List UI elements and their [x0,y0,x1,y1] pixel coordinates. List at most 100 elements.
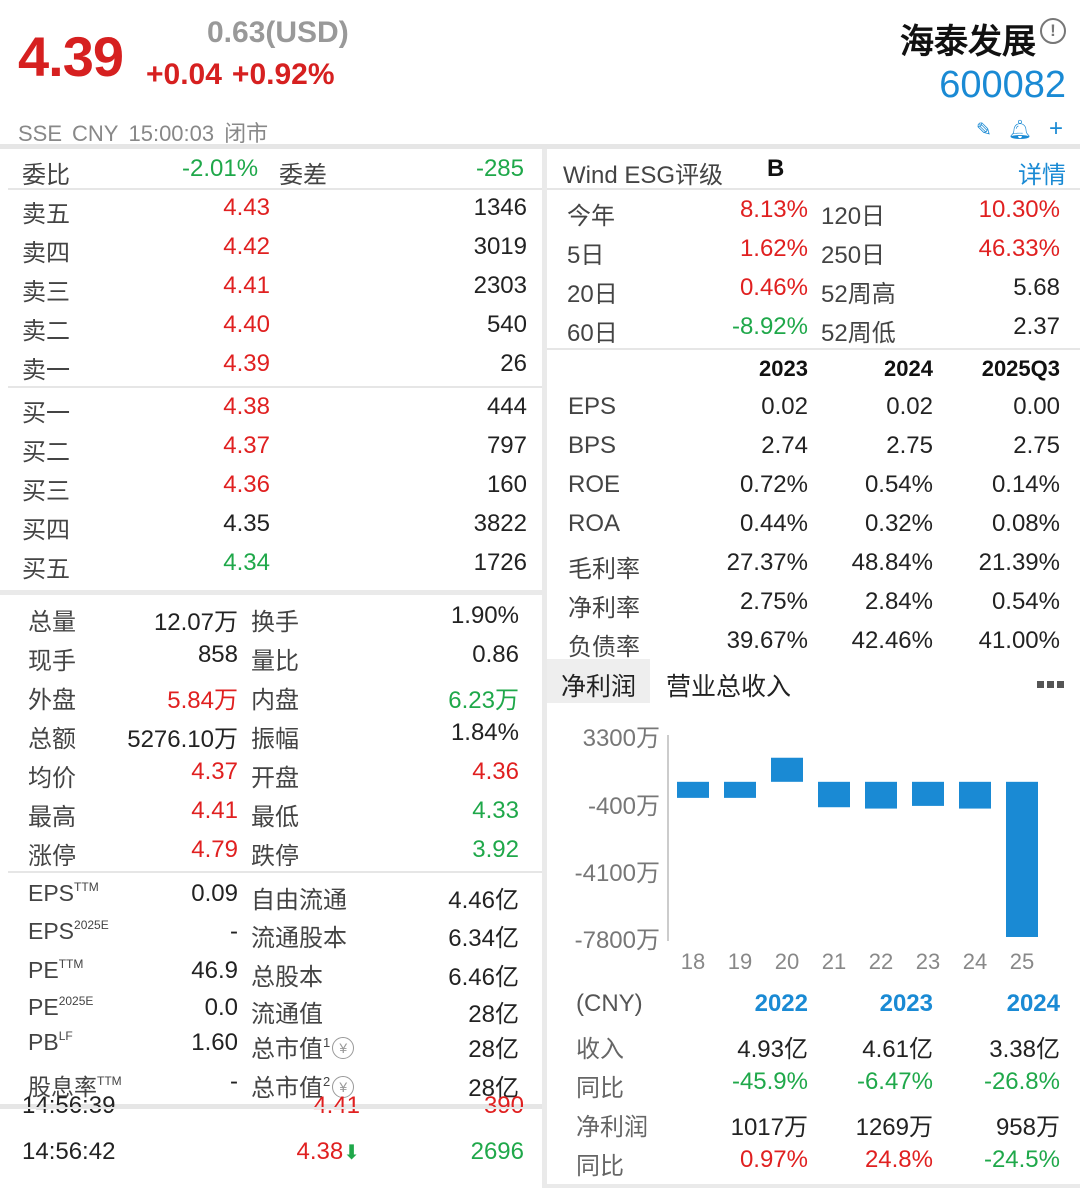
bid-volume: 1726 [473,549,527,576]
annual-value: 958万 [995,1114,1060,1141]
edit-icon[interactable]: ✎ [976,120,992,141]
annual-value: -6.47% [856,1068,933,1095]
stat-value: 4.33 [472,797,519,824]
bid-volume: 160 [486,471,527,498]
valuation-label-sup: TTM [97,1074,122,1088]
valuation-label-text: PE [28,994,59,1020]
valuation-label-text: 自由流通 [251,887,347,914]
ask-price: 4.40 [223,311,270,338]
bid-level-label: 买二 [22,439,70,466]
tab-net-profit[interactable]: 净利润 [547,659,650,703]
stat-value: 858 [197,641,238,668]
more-icon[interactable] [1034,675,1064,693]
arrow-down-icon: ⬇ [343,1142,360,1164]
fin-value: 21.39% [978,549,1060,576]
chart-bar[interactable] [771,757,803,782]
valuation-label-text: 总市值 [251,1036,323,1063]
valuation-label-text: 流通股本 [251,925,347,952]
stat-label: 振幅 [251,726,299,753]
return-label: 250日 [821,242,886,269]
annual-year-header: 2024 [1006,990,1060,1017]
fin-row-label: BPS [568,432,617,459]
yen-icon[interactable]: ¥ [332,1037,355,1059]
fin-value: 0.14% [991,471,1060,498]
change-amount: +0.04 [146,58,222,91]
divider [0,1104,542,1107]
return-value: 2.37 [1013,313,1060,340]
valuation-label: 总股本 [251,957,323,992]
valuation-label-sup: 2025E [58,994,94,1008]
valuation-label-sup: 2 [323,1074,331,1089]
stat-value: 4.41 [191,797,238,824]
ask-price: 4.39 [223,350,270,377]
ask-level-label: 卖五 [22,201,70,228]
stat-label: 总额 [28,726,76,753]
fin-row-label: ROA [568,510,621,537]
bid-price: 4.35 [223,510,270,537]
market-status: SSE CNY 15:00:03 闭市 [18,116,278,148]
stat-value: 1.84% [450,719,519,746]
stat-label: 量比 [251,648,299,675]
fin-value: 2.74 [761,432,808,459]
valuation-label: PE2025E [28,994,93,1021]
valuation-label-sup: 2025E [74,918,109,932]
divider [542,149,547,1188]
valuation-value: 0.0 [204,994,238,1021]
return-label: 20日 [567,281,618,308]
chart-bar[interactable] [1006,781,1038,937]
annual-value: 0.97% [739,1146,808,1173]
fin-value: 0.08% [991,510,1060,537]
annual-value: -26.8% [983,1068,1060,1095]
ask-volume: 2303 [473,272,527,299]
info-icon[interactable]: ! [1040,18,1066,44]
bell-icon[interactable]: 🔔︎ [1008,120,1033,141]
valuation-label: PBLF [28,1029,73,1056]
valuation-label: EPSTTM [28,880,99,907]
chart-bar[interactable] [959,781,991,809]
esg-detail-link[interactable]: 详情 [1018,162,1066,189]
quote-time: 15:00:03 [128,121,215,146]
valuation-label-sup: LF [58,1029,73,1043]
bid-level-label: 买四 [22,517,70,544]
esg-label: Wind ESG评级 [563,162,724,189]
chart-bar[interactable] [677,781,709,798]
tick-price: 4.38⬇ [297,1138,360,1166]
valuation-value: 4.46亿 [448,887,519,914]
fin-value: 0.32% [864,510,933,537]
stat-value: 5.84万 [167,687,238,714]
valuation-label: 股息率TTM [28,1068,122,1102]
y-tick-label: -4100万 [575,860,660,887]
order-diff-value: -285 [475,155,524,182]
chart-bar[interactable] [912,781,944,806]
tab-total-revenue[interactable]: 营业总收入 [666,673,792,701]
esg-grade: B [767,155,785,182]
ask-level-label: 卖二 [22,318,70,345]
currency: CNY [72,121,119,146]
fin-value: 41.00% [978,627,1060,654]
valuation-label-text: PE [28,957,59,983]
chart-bar[interactable] [724,781,756,798]
stat-label: 现手 [28,648,76,675]
annual-row-label: 收入 [576,1036,624,1063]
tick-price: 4.41 [313,1092,360,1120]
ask-volume: 540 [486,311,527,338]
chart-bar[interactable] [818,781,850,808]
stat-label: 内盘 [251,687,299,714]
fin-year-header: 2024 [884,356,933,381]
annual-value: 4.61亿 [862,1036,933,1063]
add-icon[interactable]: + [1048,115,1063,142]
chart-bar[interactable] [865,781,897,809]
stat-value: 4.37 [191,758,238,785]
stat-label: 跌停 [251,843,299,870]
valuation-label-text: 总股本 [251,964,323,991]
fin-value: 39.67% [726,627,808,654]
valuation-value: 28亿 [468,1075,519,1102]
bid-level-label: 买三 [22,478,70,505]
valuation-value: - [230,918,238,945]
yen-icon[interactable]: ¥ [332,1076,355,1098]
exchange: SSE [18,121,63,146]
return-value: 5.68 [1013,274,1060,301]
valuation-label-sup: TTM [58,957,84,971]
return-value: 8.13% [739,196,808,223]
stock-name[interactable]: 海泰发展 [900,23,1036,61]
